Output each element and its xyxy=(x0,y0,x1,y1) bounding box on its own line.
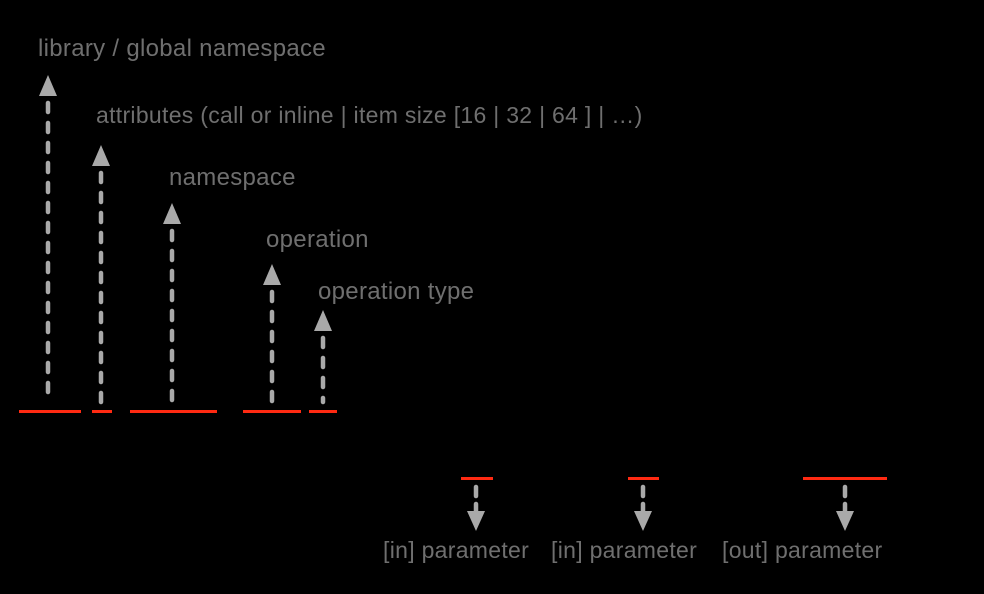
up-arrow-icon xyxy=(263,264,281,405)
underline-library xyxy=(19,410,81,413)
label-operation: operation xyxy=(266,226,369,253)
label-namespace: namespace xyxy=(169,164,296,191)
label-operation-type: operation type xyxy=(318,278,475,305)
underline-namespace xyxy=(130,410,217,413)
underline-attributes xyxy=(92,410,112,413)
underline-operation-type xyxy=(309,410,337,413)
down-arrow-icon xyxy=(634,484,652,531)
label-in-parameter-2: [in] parameter xyxy=(551,537,698,563)
underline-operation xyxy=(243,410,301,413)
underline-param-out xyxy=(803,477,887,480)
up-arrow-icon xyxy=(314,310,332,405)
underline-param-in-2 xyxy=(628,477,659,480)
label-attributes: attributes (call or inline | item size [… xyxy=(96,102,643,128)
label-library-global-namespace: library / global namespace xyxy=(38,35,326,62)
underline-param-in-1 xyxy=(461,477,493,480)
up-arrow-icon xyxy=(92,145,110,405)
label-in-parameter-1: [in] parameter xyxy=(383,537,530,563)
up-arrow-icon xyxy=(163,203,181,405)
up-arrow-icon xyxy=(39,75,57,405)
down-arrow-icon xyxy=(467,484,485,531)
down-arrow-icon xyxy=(836,484,854,531)
label-out-parameter: [out] parameter xyxy=(722,537,883,563)
